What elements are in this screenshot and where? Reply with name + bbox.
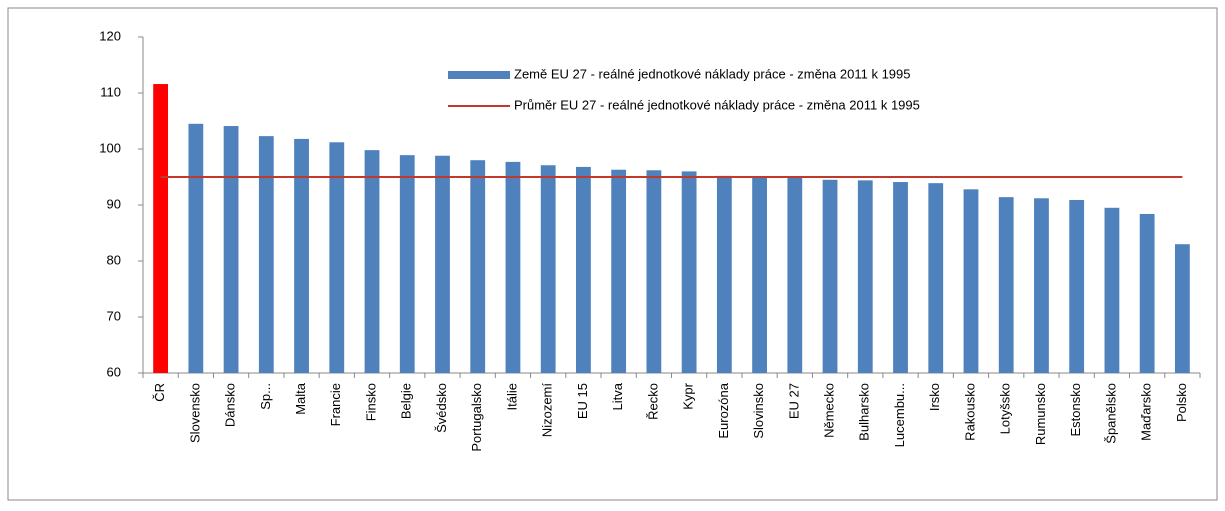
y-tick-label: 80 (107, 252, 121, 267)
bar (1069, 199, 1085, 373)
bar (893, 182, 908, 373)
x-tick-label: Eurozóna (716, 382, 731, 438)
bar (1139, 213, 1155, 373)
x-tick-label: Slovensko (187, 383, 202, 443)
bar (258, 136, 274, 373)
x-tick-label: Nizozemí (540, 383, 555, 438)
bar (1034, 198, 1049, 373)
bar (998, 197, 1014, 373)
x-tick-label: EU 27 (786, 383, 801, 419)
bar (435, 155, 450, 373)
legend-label: Průměr EU 27 - reálné jednotkové náklady… (514, 97, 920, 112)
bar (857, 180, 873, 373)
x-tick-label: Portugalsko (469, 383, 484, 452)
bar (752, 176, 767, 373)
bar (716, 175, 732, 373)
x-tick-label: Litva (610, 382, 625, 410)
x-tick-label: ČR (152, 383, 167, 402)
x-tick-label: Lucembu... (892, 383, 907, 447)
x-tick-label: Belgie (399, 383, 414, 419)
bar (1104, 207, 1120, 373)
bar (576, 166, 591, 373)
x-tick-label: Švédsko (434, 383, 449, 433)
x-tick-label: Slovinsko (751, 383, 766, 439)
y-tick-label: 60 (107, 364, 121, 379)
y-tick-label: 110 (100, 84, 121, 99)
bar (505, 161, 521, 373)
x-tick-label: Řecko (645, 383, 660, 420)
bar (188, 123, 204, 373)
bar (329, 142, 345, 373)
bar (928, 183, 944, 373)
bar (153, 84, 169, 373)
bar (681, 171, 697, 373)
x-tick-label: Maďarsko (1139, 383, 1154, 441)
y-tick-label: 120 (99, 28, 121, 43)
y-tick-label: 70 (107, 308, 121, 323)
bar (1174, 244, 1190, 373)
x-tick-label: Rumunsko (1033, 383, 1048, 445)
x-tick-label: Kypr (681, 382, 696, 409)
bar (540, 165, 556, 373)
y-tick-label: 100 (99, 140, 121, 155)
legend-label: Země EU 27 - reálné jednotkové náklady p… (514, 66, 911, 81)
x-tick-label: Lotyšsko (998, 383, 1013, 434)
bar (611, 169, 627, 373)
x-tick-label: Bulharsko (857, 383, 872, 441)
bar (963, 189, 979, 373)
x-tick-label: Španělsko (1103, 383, 1118, 444)
bar (399, 155, 415, 373)
x-tick-label: Irsko (927, 383, 942, 411)
x-tick-label: Francie (328, 383, 343, 426)
x-tick-label: Sp... (258, 383, 273, 410)
bar (787, 177, 803, 373)
x-tick-label: Itálie (504, 383, 519, 410)
bar (470, 160, 486, 373)
bar (364, 150, 380, 373)
x-tick-label: Německo (821, 383, 836, 438)
bar (294, 138, 309, 373)
x-tick-label: Malta (293, 382, 308, 415)
y-tick-label: 90 (107, 196, 121, 211)
legend-swatch (448, 71, 510, 79)
x-tick-label: Rakousko (962, 383, 977, 441)
bar (822, 179, 838, 373)
bar (646, 170, 662, 373)
x-tick-label: Polsko (1174, 383, 1189, 422)
x-tick-label: Dánsko (223, 383, 238, 427)
x-tick-label: EU 15 (575, 383, 590, 419)
bar (223, 126, 239, 373)
x-tick-label: Finsko (363, 383, 378, 421)
x-tick-label: Estonsko (1068, 383, 1083, 436)
